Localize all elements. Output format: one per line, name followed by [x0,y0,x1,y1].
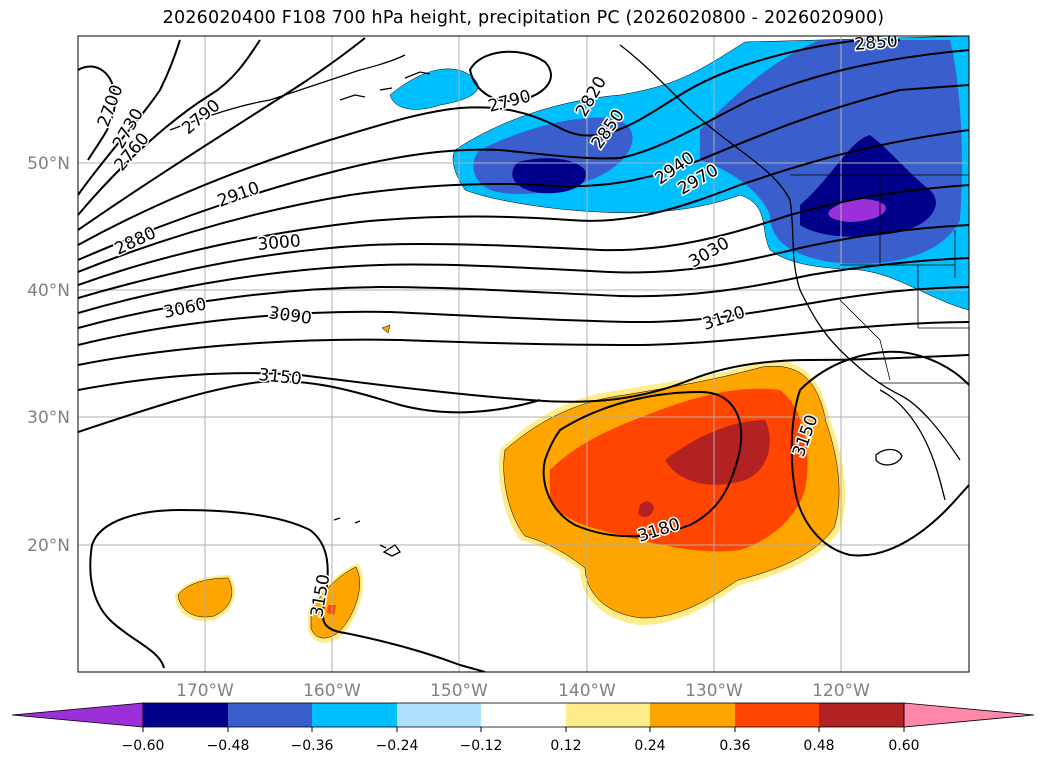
colorbar-bin-8 [735,703,819,727]
colorbar-bin-6 [566,703,650,727]
lon-label-170w: 170°W [176,681,234,701]
positive-precip-anomaly [175,324,846,643]
contour-label-3150-north: 3150 [257,365,302,389]
colorbar-label-10: 0.60 [888,738,919,754]
lon-label-130w: 130°W [685,681,743,701]
colorbar-label-8: 0.36 [719,738,750,754]
longitude-labels: 170°W 160°W 150°W 140°W 130°W 120°W [176,681,870,701]
lat-label-30n: 30°N [27,408,70,428]
map-area: 2700 2730 2760 2790 2790 2820 2850 2850 … [78,31,969,672]
map-frame [77,35,970,673]
colorbar-label-4: −0.24 [376,738,419,754]
contour-label-2850-east: 2850 [854,31,899,55]
contour-label-3000: 3000 [257,231,302,255]
colorbar-extend-high [903,702,1035,728]
colorbar-label-2: −0.48 [207,738,250,754]
colorbar-label-7: 0.24 [634,738,665,754]
colorbar-label-9: 0.48 [803,738,834,754]
lat-label-20n: 20°N [27,536,70,556]
colorbar-frame [142,702,905,728]
lon-label-160w: 160°W [303,681,361,701]
colorbar-bin-3 [312,703,397,727]
colorbar-bin-1 [143,703,228,727]
lon-label-140w: 140°W [558,681,616,701]
colorbar-ticks [142,727,905,732]
coastlines [169,44,961,557]
colorbar-bin-5 [481,703,566,727]
colorbar-bin-4 [397,703,481,727]
political-borders [790,174,969,384]
colorbar-extend-low [11,702,144,728]
colorbar-bin-7 [650,703,735,727]
latitude-labels: 50°N 40°N 30°N 20°N [27,154,70,556]
colorbar-bin-2 [228,703,312,727]
colorbar-bin-9 [819,703,904,727]
lat-label-40n: 40°N [27,281,70,301]
colorbar-label-1: −0.60 [122,738,165,754]
height-contours [78,37,969,672]
map-title: 2026020400 F108 700 hPa height, precipit… [162,8,885,28]
negative-precip-anomaly [389,36,969,311]
lon-label-120w: 120°W [812,681,870,701]
colorbar-label-5: −0.12 [460,738,503,754]
graticule [78,36,969,672]
lat-label-50n: 50°N [27,154,70,174]
lon-label-150w: 150°W [430,681,488,701]
colorbar: −0.60 −0.48 −0.36 −0.24 −0.12 0.12 0.24 … [11,702,1035,754]
colorbar-label-6: 0.12 [550,738,581,754]
colorbar-label-3: −0.36 [291,738,334,754]
